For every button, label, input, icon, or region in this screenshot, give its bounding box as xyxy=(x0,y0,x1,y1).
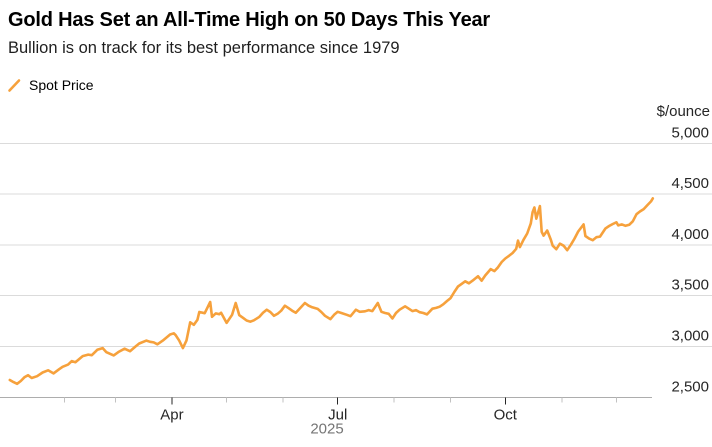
y-tick-label: 4,500 xyxy=(671,175,709,192)
price-line xyxy=(8,197,655,386)
y-tick-label: 4,000 xyxy=(671,226,709,243)
x-tick-label: Jul xyxy=(328,407,347,424)
chart-title: Gold Has Set an All-Time High on 50 Days… xyxy=(8,9,491,31)
legend: Spot Price xyxy=(7,77,94,93)
y-tick-label: 2,500 xyxy=(671,378,709,395)
slash-icon xyxy=(8,78,21,92)
x-tick-label: Apr xyxy=(160,407,183,424)
y-tick-label: 3,000 xyxy=(671,328,709,345)
y-axis-unit-label: $/ounce xyxy=(656,103,710,120)
year-label: 2025 xyxy=(310,421,343,438)
y-tick-label: 5,000 xyxy=(671,124,709,141)
y-tick-label: 3,500 xyxy=(671,277,709,294)
chart-subtitle: Bullion is on track for its best perform… xyxy=(8,39,400,57)
x-tick-label: Oct xyxy=(494,407,518,424)
legend-item-label: Spot Price xyxy=(29,77,94,93)
